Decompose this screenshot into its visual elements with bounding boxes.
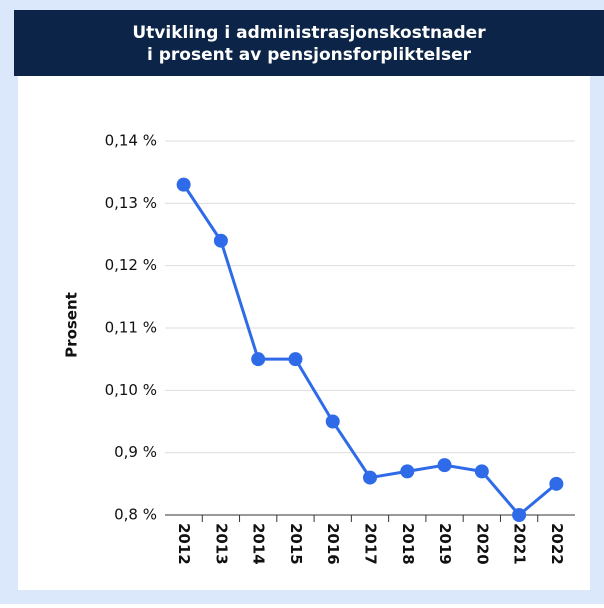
y-tick-label: 0,11 % [105, 319, 157, 337]
point [474, 464, 489, 479]
point [325, 414, 340, 429]
y-tick-label: 0,12 % [105, 256, 157, 274]
x-tick-label: 2012 [175, 523, 193, 565]
x-tick-label: 2014 [250, 523, 268, 565]
x-tick-label: 2022 [548, 523, 566, 565]
point [288, 352, 303, 367]
point [251, 352, 266, 367]
x-tick-label: 2017 [362, 523, 380, 565]
point [512, 508, 527, 522]
chart-subtitle: i prosent av pensjonsforpliktelser [147, 45, 472, 65]
point [549, 476, 564, 491]
x-tick-label: 2019 [436, 523, 454, 565]
point [213, 233, 228, 248]
y-tick-label: 0,13 % [105, 194, 157, 212]
panel [18, 76, 590, 590]
y-tick-label: 0,8 % [114, 506, 157, 524]
x-tick-label: 2020 [473, 523, 491, 565]
title-bar [14, 10, 604, 76]
x-tick-label: 2021 [511, 523, 529, 565]
x-tick-label: 2013 [212, 523, 230, 565]
x-tick-label: 2016 [324, 523, 342, 565]
y-tick-label: 0,10 % [105, 381, 157, 399]
point [363, 470, 377, 485]
chart-title: Utvikling i administrasjonskostnader [132, 23, 486, 43]
x-tick-label: 2018 [399, 523, 417, 565]
point [400, 464, 415, 479]
point [437, 458, 452, 473]
point [176, 177, 191, 192]
y-axis-label: Prosent [63, 292, 81, 358]
y-tick-label: 0,14 % [105, 132, 157, 150]
x-tick-label: 2015 [287, 523, 305, 565]
y-tick-label: 0,9 % [114, 443, 157, 461]
